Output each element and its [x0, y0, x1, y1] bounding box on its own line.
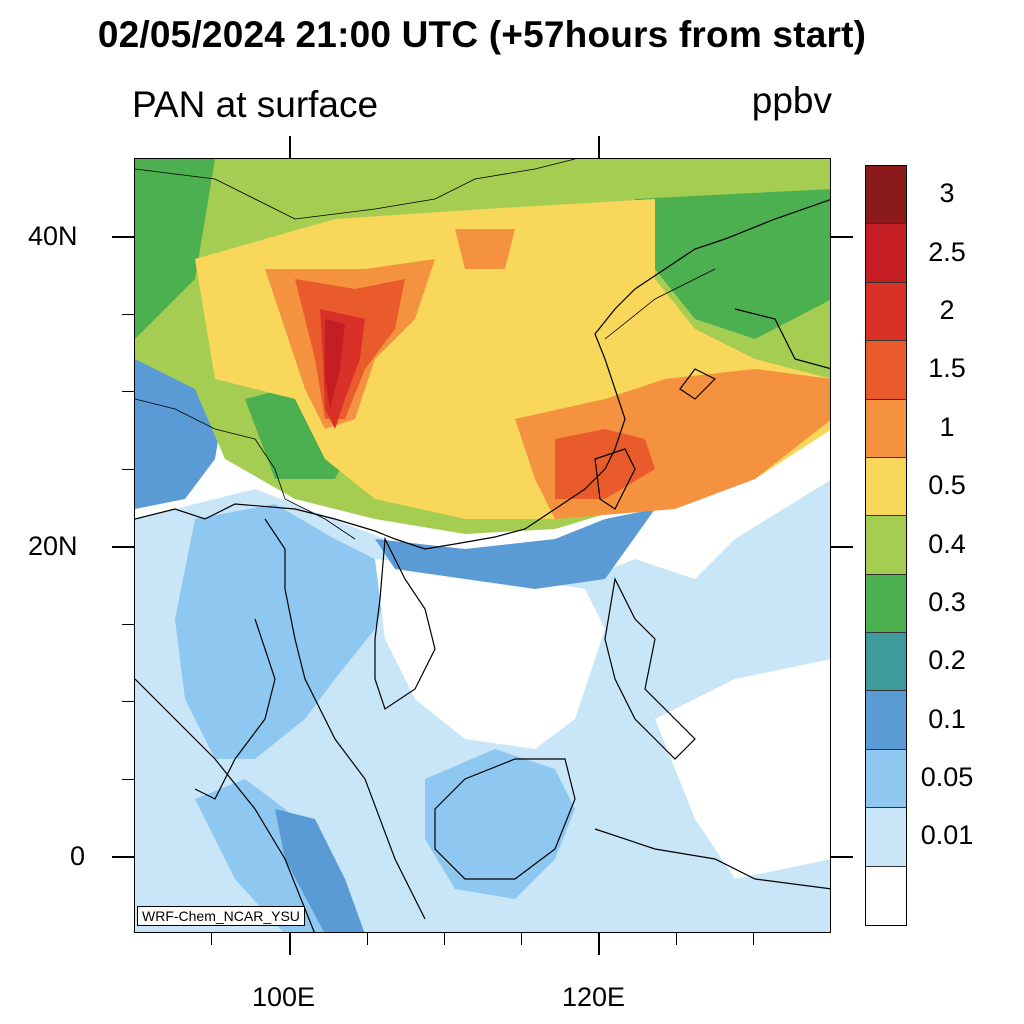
colorbar-swatch: [866, 691, 906, 750]
lat-minor-tick: [122, 701, 134, 703]
lon-minor-tick: [444, 933, 446, 945]
lat-tick-right: [831, 546, 853, 548]
region-white-ocean-2: [655, 659, 830, 879]
variable-label: PAN at surface: [132, 84, 379, 125]
lat-label-20n: 20N: [28, 531, 78, 561]
lat-tick-0: [112, 856, 134, 858]
colorbar-level-label: 2: [939, 294, 955, 325]
colorbar-level-label: 0.05: [920, 762, 974, 793]
colorbar-level-label: 0.01: [920, 820, 974, 851]
lat-label-40n: 40N: [28, 221, 78, 251]
map-panel[interactable]: [134, 158, 831, 933]
lon-tick-top: [289, 136, 291, 158]
colorbar-level-label: 2.5: [928, 236, 966, 267]
colorbar-swatch: [866, 574, 906, 634]
colorbar-level-label: 1.5: [928, 353, 966, 384]
colorbar-level-label: 0.5: [928, 470, 966, 501]
lon-minor-tick: [367, 933, 369, 945]
region-green-dark-2: [635, 189, 830, 339]
lon-minor-tick: [211, 933, 213, 945]
region-red-orange-2: [555, 429, 655, 499]
region-red-2: [325, 319, 345, 409]
map-title: 02/05/2024 21:00 UTC (+57hours from star…: [97, 14, 867, 55]
colorbar-swatch: [866, 224, 906, 283]
lon-tick-100e: [289, 933, 291, 955]
colorbar-swatch: [866, 633, 906, 692]
colorbar-level-label: 3: [939, 178, 955, 209]
lat-tick-right: [831, 236, 853, 238]
lat-minor-tick: [122, 779, 134, 781]
colorbar-level-label: 1: [939, 411, 955, 442]
lat-minor-tick: [122, 469, 134, 471]
lat-minor-tick: [122, 624, 134, 626]
borders: [135, 159, 716, 540]
region-orange-3: [455, 229, 515, 269]
region-white-ocean: [375, 559, 605, 749]
colorbar-swatch: [866, 166, 906, 225]
colorbar-swatch: [866, 399, 906, 458]
lat-minor-tick: [122, 391, 134, 393]
lon-tick-120e: [598, 933, 600, 955]
colorbar-level-label: 0.2: [928, 645, 966, 676]
colorbar-swatch: [866, 457, 906, 517]
colorbar-level-label: 0.1: [928, 703, 966, 734]
coastlines: [135, 199, 830, 932]
colorbar-swatch: [866, 808, 906, 867]
colorbar-swatch: [866, 749, 906, 809]
model-credit: WRF-Chem_NCAR_YSU: [137, 906, 305, 926]
colorbar-swatch: [866, 341, 906, 400]
lat-tick-20n: [112, 546, 134, 548]
lat-label-0: 0: [70, 841, 86, 871]
colorbar-level-label: 0.3: [928, 586, 966, 617]
colorbar: [865, 165, 907, 926]
region-blue-mid: [175, 504, 395, 759]
lon-minor-tick: [521, 933, 523, 945]
pan-concentration-map: [135, 159, 830, 932]
colorbar-swatch: [866, 516, 906, 575]
lon-label-120e: 120E: [562, 982, 626, 1012]
colorbar-swatch: [866, 866, 906, 925]
region-blue-coast: [375, 509, 655, 589]
region-green-dark: [135, 159, 215, 339]
colorbar-level-label: 0.4: [928, 528, 966, 559]
lat-tick-40n: [112, 236, 134, 238]
lon-label-100e: 100E: [252, 982, 316, 1012]
units-label: ppbv: [751, 80, 832, 121]
lat-tick-right: [831, 856, 853, 858]
lon-tick-top: [598, 136, 600, 158]
region-blue-darker: [275, 809, 365, 932]
lat-minor-tick: [122, 314, 134, 316]
lon-minor-tick: [676, 933, 678, 945]
lon-minor-tick: [753, 933, 755, 945]
colorbar-swatch: [866, 282, 906, 342]
